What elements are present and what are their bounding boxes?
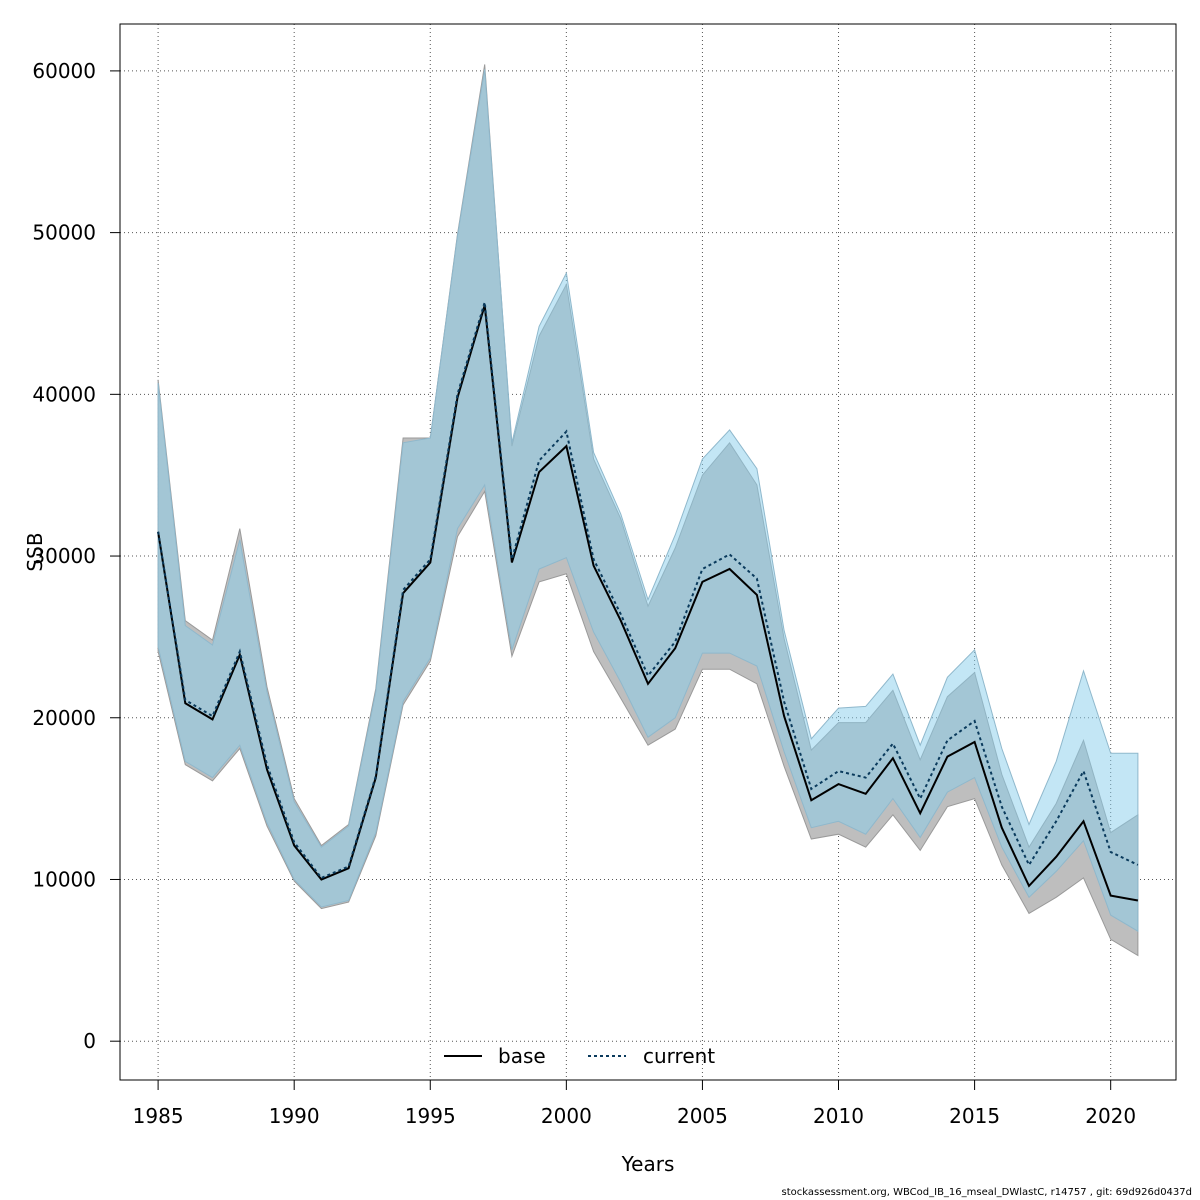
x-tick-label: 2010 — [813, 1104, 864, 1128]
legend-label-current: current — [643, 1044, 715, 1068]
y-tick-label: 60000 — [32, 59, 96, 83]
y-axis-title: SSB — [23, 532, 47, 571]
y-tick-label: 10000 — [32, 867, 96, 891]
confidence-bands — [157, 64, 1139, 957]
y-tick-label: 50000 — [32, 221, 96, 245]
x-tick-label: 1985 — [133, 1104, 184, 1128]
line-base — [157, 305, 1139, 902]
x-axis-title: Years — [621, 1152, 675, 1176]
legend-label-base: base — [498, 1044, 546, 1068]
x-tick-label: 2020 — [1085, 1104, 1136, 1128]
x-axis: 1985 1990 1995 2000 2005 2010 2015 2020 — [133, 1079, 1136, 1128]
x-tick-label: 2015 — [949, 1104, 1000, 1128]
y-tick-label: 40000 — [32, 382, 96, 406]
x-tick-label: 2005 — [677, 1104, 728, 1128]
line-current — [157, 301, 1139, 880]
footnote: stockassessment.org, WBCod_IB_16_mseal_D… — [781, 1187, 1192, 1198]
series-lines — [157, 301, 1139, 902]
y-tick-label: 0 — [83, 1029, 96, 1053]
plot-frame — [119, 23, 1177, 1081]
grid-lines — [120, 24, 1176, 1080]
x-tick-label: 2000 — [541, 1104, 592, 1128]
y-tick-label: 30000 — [32, 544, 96, 568]
x-tick-label: 1995 — [405, 1104, 456, 1128]
x-tick-label: 1990 — [269, 1104, 320, 1128]
band-current — [157, 69, 1139, 933]
y-tick-label: 20000 — [32, 706, 96, 730]
legend: base current — [444, 1044, 715, 1068]
y-axis: 0 10000 20000 30000 40000 50000 60000 — [32, 59, 120, 1053]
